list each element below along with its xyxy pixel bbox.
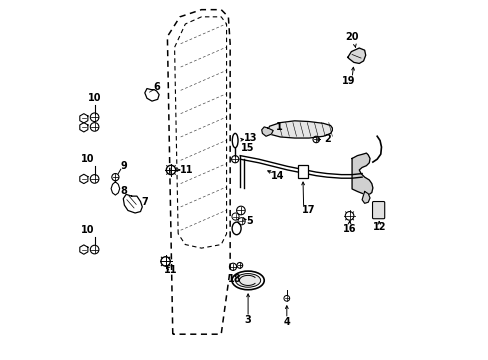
Text: 14: 14 (270, 171, 284, 181)
Polygon shape (351, 153, 372, 195)
Text: 7: 7 (141, 197, 148, 207)
FancyBboxPatch shape (372, 202, 384, 219)
Text: 9: 9 (121, 161, 127, 171)
Ellipse shape (232, 134, 238, 148)
Text: 5: 5 (246, 216, 253, 226)
Text: 6: 6 (153, 82, 160, 92)
Ellipse shape (235, 274, 260, 287)
Text: 13: 13 (244, 133, 257, 143)
Text: 18: 18 (227, 274, 241, 284)
Polygon shape (347, 48, 365, 63)
Text: 3: 3 (244, 315, 251, 325)
Polygon shape (111, 182, 120, 195)
Ellipse shape (232, 222, 241, 235)
Polygon shape (261, 127, 273, 136)
Text: 10: 10 (81, 225, 94, 235)
Text: 10: 10 (81, 154, 94, 164)
Text: 11: 11 (163, 265, 177, 275)
Text: 1: 1 (276, 122, 283, 132)
Bar (297, 165, 308, 178)
Text: 10: 10 (88, 93, 101, 103)
Text: 20: 20 (345, 32, 358, 42)
Polygon shape (123, 194, 142, 213)
Polygon shape (267, 121, 332, 138)
Ellipse shape (231, 271, 264, 290)
Text: 4: 4 (283, 317, 289, 327)
Text: 16: 16 (342, 224, 356, 234)
Text: 12: 12 (372, 222, 386, 232)
Text: 19: 19 (341, 76, 354, 86)
Polygon shape (144, 89, 159, 101)
Text: 11: 11 (180, 165, 193, 175)
Text: 17: 17 (301, 206, 314, 216)
Text: 15: 15 (240, 143, 254, 153)
Text: 2: 2 (324, 135, 330, 144)
Polygon shape (362, 192, 369, 203)
Text: 8: 8 (120, 186, 127, 196)
